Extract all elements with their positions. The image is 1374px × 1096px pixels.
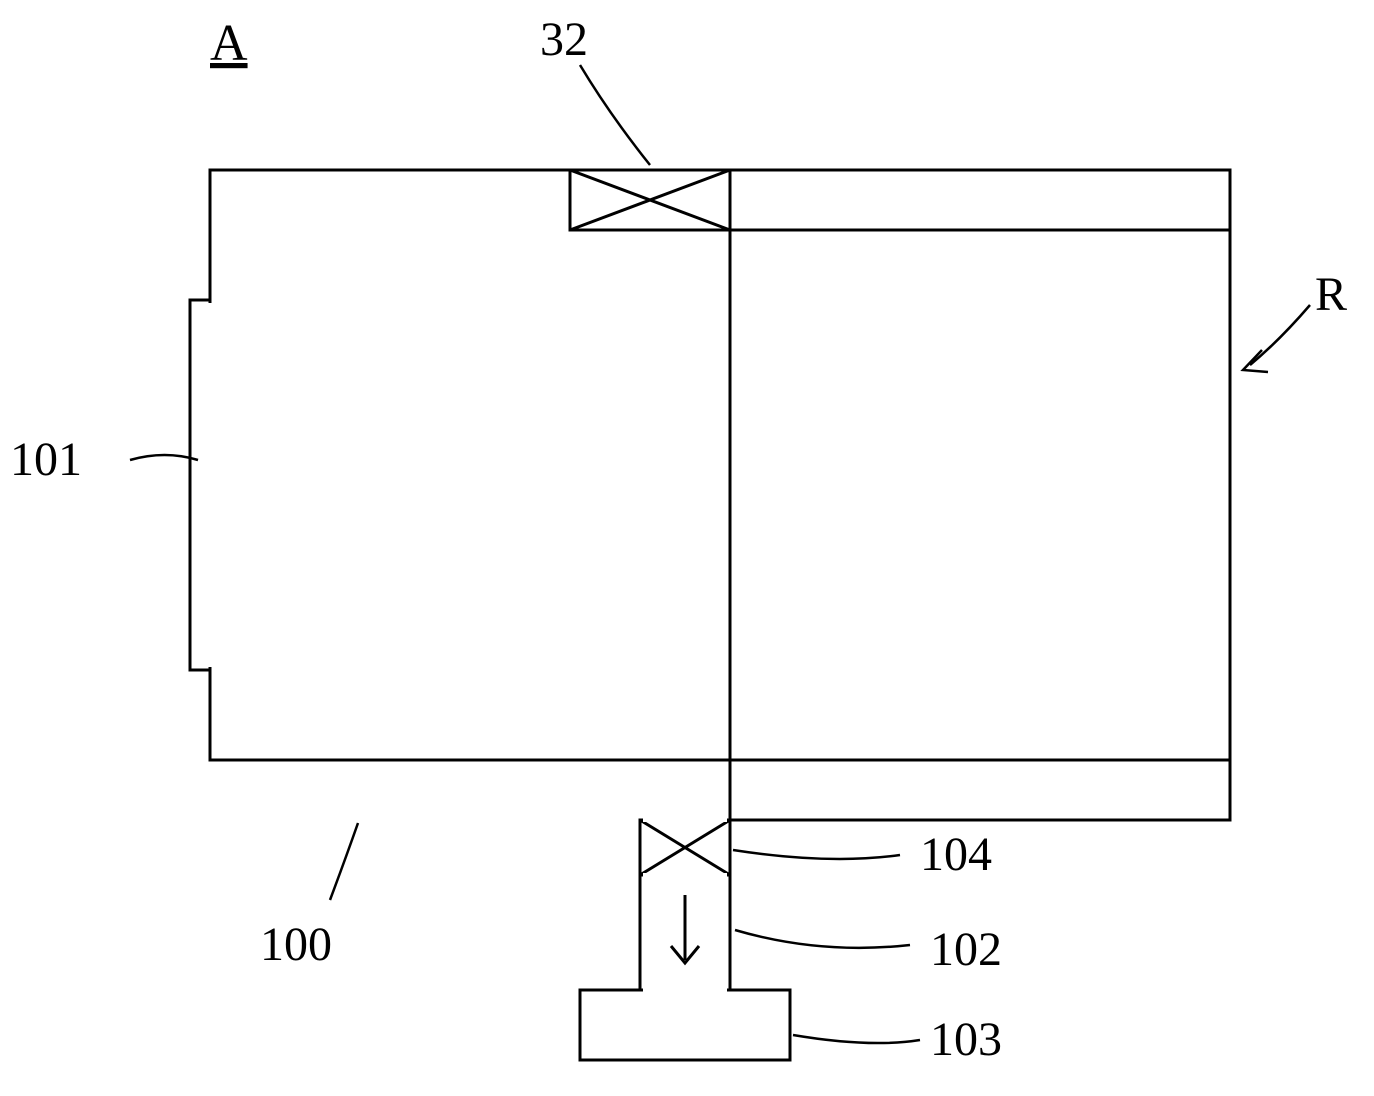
top-valve bbox=[570, 170, 730, 230]
label-100: 100 bbox=[260, 918, 332, 971]
leader-100 bbox=[330, 823, 358, 900]
leader-101 bbox=[130, 455, 198, 460]
leader-104 bbox=[733, 850, 900, 859]
leader-102 bbox=[735, 930, 910, 948]
inner-rect bbox=[730, 230, 1230, 820]
leader-32 bbox=[580, 65, 650, 165]
leader-R bbox=[1243, 305, 1310, 372]
label-104: 104 bbox=[920, 828, 992, 881]
pump bbox=[580, 990, 790, 1060]
bottom-valve bbox=[640, 820, 730, 875]
figure-label: A bbox=[210, 15, 248, 72]
outer-rect bbox=[210, 170, 1230, 760]
technical-diagram: A 32 R 101 1 bbox=[0, 0, 1374, 1096]
left-tab bbox=[190, 300, 210, 670]
label-103: 103 bbox=[930, 1013, 1002, 1066]
label-101: 101 bbox=[10, 433, 82, 486]
label-32: 32 bbox=[540, 13, 588, 66]
label-R: R bbox=[1315, 268, 1347, 321]
leader-103 bbox=[793, 1035, 920, 1043]
label-102: 102 bbox=[930, 923, 1002, 976]
